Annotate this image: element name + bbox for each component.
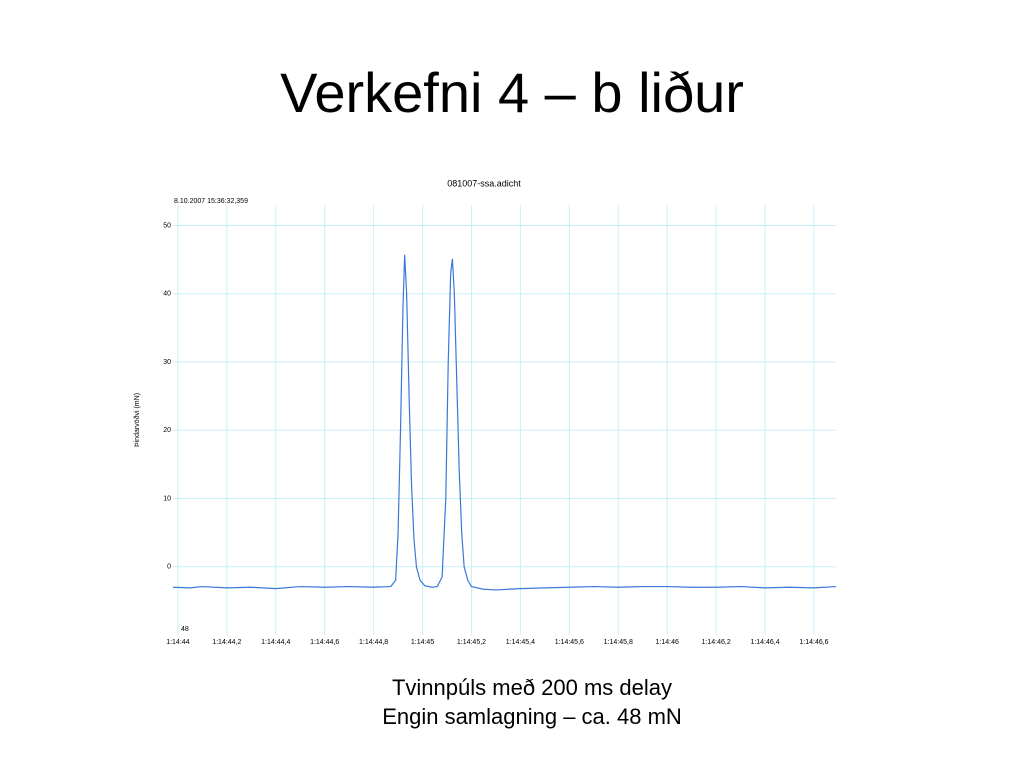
- data-line: [172, 254, 837, 591]
- x-tick-label: 1:14:45,4: [506, 639, 535, 646]
- caption: Tvinnpúls með 200 ms delay: [392, 675, 672, 700]
- y-tick-label: 50: [163, 222, 171, 229]
- x-tick-label: 1:14:44,6: [310, 639, 339, 646]
- x-tick-label: 1:14:45,8: [604, 639, 633, 646]
- x-tick-label: 1:14:46: [656, 639, 679, 646]
- annotation: 48: [181, 626, 189, 633]
- x-tick-label: 1:14:44: [166, 639, 189, 646]
- x-tick-label: 1:14:44,2: [212, 639, 241, 646]
- y-tick-label: 40: [163, 291, 171, 298]
- x-tick-label: 1:14:44,4: [261, 639, 290, 646]
- x-tick-label: 1:14:45,2: [457, 639, 486, 646]
- y-tick-label: 10: [163, 495, 171, 502]
- chart-title: 081007-ssa.adicht: [447, 178, 521, 188]
- x-tick-label: 1:14:45,6: [555, 639, 584, 646]
- caption: Engin samlagning – ca. 48 mN: [382, 704, 682, 729]
- x-tick-label: 1:14:46,4: [750, 639, 779, 646]
- y-tick-label: 30: [163, 359, 171, 366]
- y-tick-label: 0: [167, 564, 171, 571]
- slide-title: Verkefni 4 – b liður: [280, 61, 744, 124]
- x-tick-label: 1:14:45: [411, 639, 434, 646]
- x-tick-label: 1:14:46,6: [799, 639, 828, 646]
- x-tick-label: 1:14:44,8: [359, 639, 388, 646]
- y-tick-label: 20: [163, 427, 171, 434]
- chart-subtitle: 8.10.2007 15:36:32,359: [174, 198, 248, 205]
- x-tick-label: 1:14:46,2: [702, 639, 731, 646]
- y-axis-label: Þindarvöðvi (mN): [133, 393, 141, 447]
